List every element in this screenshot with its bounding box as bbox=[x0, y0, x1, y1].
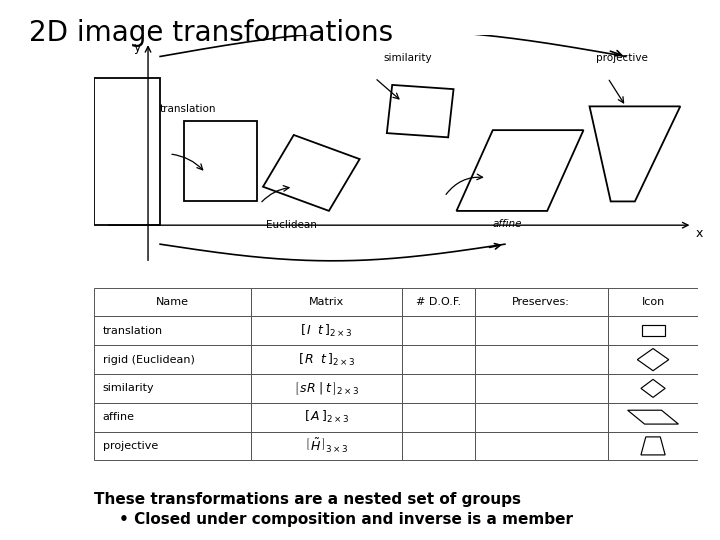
Text: similarity: similarity bbox=[103, 383, 154, 393]
Text: • Closed under composition and inverse is a member: • Closed under composition and inverse i… bbox=[119, 512, 573, 527]
Text: $\left[\, A \,\right]_{2\times3}$: $\left[\, A \,\right]_{2\times3}$ bbox=[304, 409, 349, 425]
Bar bbox=[94, 288, 251, 316]
Text: $\left[\, R \;\; t \,\right]_{2\times3}$: $\left[\, R \;\; t \,\right]_{2\times3}$ bbox=[297, 352, 355, 368]
Bar bbox=[608, 403, 698, 431]
Text: projective: projective bbox=[103, 441, 158, 451]
Text: Euclidean: Euclidean bbox=[266, 220, 317, 231]
Text: x: x bbox=[696, 227, 703, 240]
Bar bbox=[402, 403, 474, 431]
Text: y: y bbox=[133, 41, 141, 54]
Text: similarity: similarity bbox=[384, 53, 433, 63]
Text: $\left[\, I \;\; t \,\right]_{2\times3}$: $\left[\, I \;\; t \,\right]_{2\times3}$ bbox=[300, 323, 353, 339]
Bar bbox=[251, 374, 402, 403]
Bar bbox=[94, 374, 251, 403]
Text: # D.O.F.: # D.O.F. bbox=[415, 297, 461, 307]
Bar bbox=[402, 374, 474, 403]
Bar bbox=[474, 431, 608, 460]
Text: Matrix: Matrix bbox=[309, 297, 344, 307]
Bar bbox=[608, 345, 698, 374]
Text: Name: Name bbox=[156, 297, 189, 307]
Text: 2D image transformations: 2D image transformations bbox=[29, 19, 393, 47]
Bar bbox=[402, 288, 474, 316]
Bar bbox=[402, 345, 474, 374]
Bar bbox=[94, 431, 251, 460]
Bar bbox=[251, 431, 402, 460]
Bar bbox=[94, 316, 251, 345]
Text: These transformations are a nested set of groups: These transformations are a nested set o… bbox=[94, 492, 521, 508]
Bar bbox=[94, 345, 251, 374]
Bar bbox=[608, 374, 698, 403]
Bar bbox=[251, 288, 402, 316]
Text: Preserves:: Preserves: bbox=[512, 297, 570, 307]
Text: $\left[\, \tilde{H} \,\right]_{3\times3}$: $\left[\, \tilde{H} \,\right]_{3\times3}… bbox=[305, 437, 348, 455]
Bar bbox=[94, 403, 251, 431]
Bar bbox=[251, 345, 402, 374]
Text: Icon: Icon bbox=[642, 297, 665, 307]
Bar bbox=[474, 374, 608, 403]
Bar bbox=[474, 316, 608, 345]
Text: rigid (Euclidean): rigid (Euclidean) bbox=[103, 355, 194, 365]
Text: translation: translation bbox=[103, 326, 163, 336]
Text: translation: translation bbox=[160, 104, 217, 113]
Bar bbox=[402, 316, 474, 345]
Bar bbox=[251, 316, 402, 345]
Bar bbox=[402, 431, 474, 460]
Text: affine: affine bbox=[103, 412, 135, 422]
Text: projective: projective bbox=[595, 53, 647, 63]
Bar bbox=[474, 288, 608, 316]
Text: $\left[\, sR \;|\; t \,\right]_{2\times3}$: $\left[\, sR \;|\; t \,\right]_{2\times3… bbox=[294, 380, 359, 396]
Text: affine: affine bbox=[492, 219, 522, 230]
Bar bbox=[608, 431, 698, 460]
Bar bbox=[474, 345, 608, 374]
Bar bbox=[608, 316, 698, 345]
Bar bbox=[251, 403, 402, 431]
Bar bbox=[608, 288, 698, 316]
Bar bbox=[474, 403, 608, 431]
